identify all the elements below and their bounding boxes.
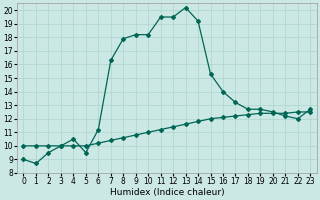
X-axis label: Humidex (Indice chaleur): Humidex (Indice chaleur) bbox=[109, 188, 224, 197]
